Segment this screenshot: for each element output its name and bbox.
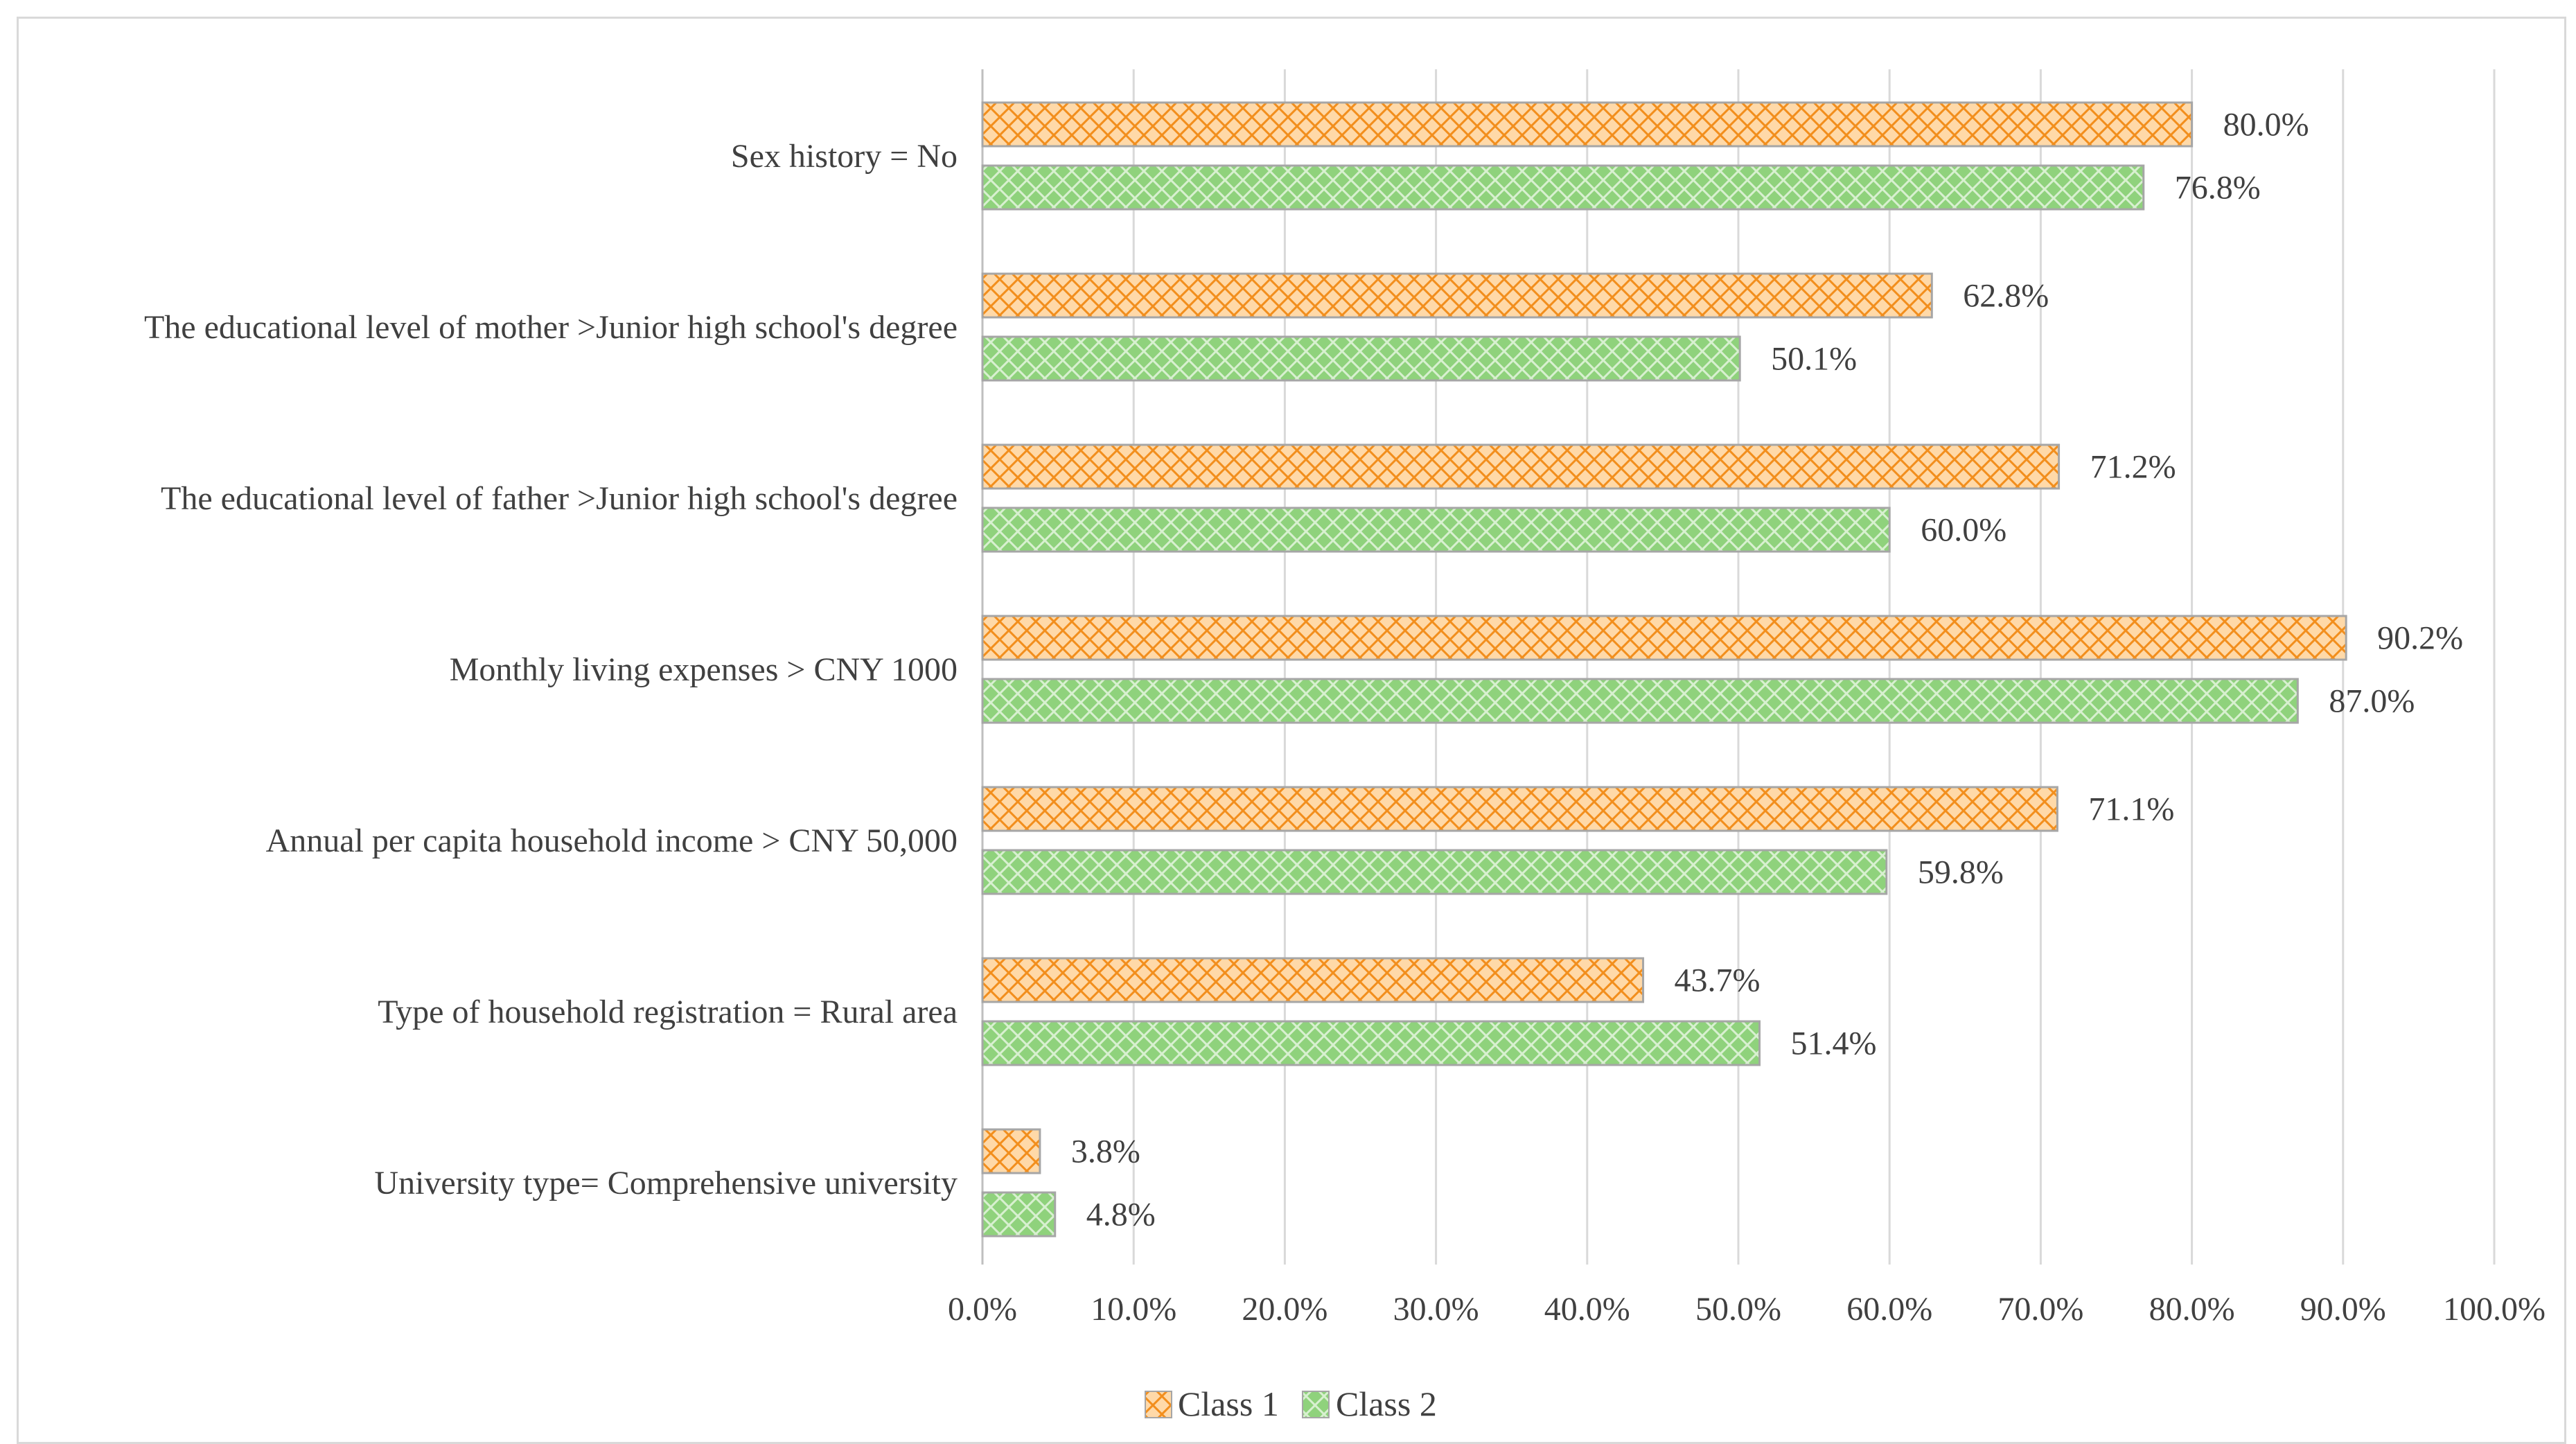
bar-class-2 xyxy=(981,1191,1057,1238)
data-label: 90.2% xyxy=(2377,620,2463,657)
data-label: 80.0% xyxy=(2223,107,2309,143)
data-labels: 80.0% 76.8% 62.8% 50.1% 71.2% 60.0% 90.2% 87.0%… xyxy=(1071,107,2463,1233)
x-tick-label: 20.0% xyxy=(1242,1291,1327,1328)
data-label: 43.7% xyxy=(1675,962,1761,999)
category-label: Annual per capita household income > CNY… xyxy=(266,822,958,859)
bar-class-1 xyxy=(981,272,1933,319)
bar-class-1 xyxy=(981,101,2194,148)
category-label: The educational level of mother >Junior … xyxy=(144,309,958,346)
x-tick-label: 80.0% xyxy=(2149,1291,2235,1328)
data-label: 4.8% xyxy=(1086,1197,1156,1233)
legend: Class 1 Class 2 xyxy=(1145,1384,1437,1423)
bar-class-1 xyxy=(981,957,1645,1003)
bar-class-1 xyxy=(981,443,2061,490)
data-label: 50.1% xyxy=(1771,341,1857,378)
data-label: 60.0% xyxy=(1921,512,2006,549)
x-tick-label: 50.0% xyxy=(1695,1291,1781,1328)
x-tick-label: 10.0% xyxy=(1091,1291,1176,1328)
data-label: 76.8% xyxy=(2175,170,2261,206)
x-tick-label: 70.0% xyxy=(1997,1291,2083,1328)
category-label: The educational level of father >Junior … xyxy=(161,480,958,517)
category-label: Monthly living expenses > CNY 1000 xyxy=(450,651,958,688)
category-label: Sex history = No xyxy=(731,138,958,175)
bar-class-1 xyxy=(981,1128,1041,1174)
bar-class-2 xyxy=(981,335,1741,382)
legend-swatch-class-2 xyxy=(1302,1391,1330,1418)
category-label: University type= Comprehensive universit… xyxy=(374,1165,958,1201)
bar-class-2 xyxy=(981,849,1888,895)
data-label: 71.1% xyxy=(2088,791,2174,828)
x-tick-labels: 0.0% 10.0% 20.0% 30.0% 40.0% 50.0% 60.0% 70.0% 8… xyxy=(948,1291,2546,1328)
data-label: 71.2% xyxy=(2090,449,2176,486)
bars xyxy=(981,101,2347,1238)
x-tick-label: 0.0% xyxy=(948,1291,1017,1328)
data-label: 87.0% xyxy=(2329,683,2415,720)
legend-swatch-class-1 xyxy=(1145,1391,1172,1418)
bar-class-2 xyxy=(981,678,2299,724)
data-label: 62.8% xyxy=(1963,278,2049,315)
data-label: 3.8% xyxy=(1071,1134,1140,1170)
gridlines xyxy=(1132,69,2496,1265)
legend-label-class-2: Class 2 xyxy=(1336,1384,1437,1423)
legend-label-class-1: Class 1 xyxy=(1178,1384,1279,1423)
x-tick-label: 100.0% xyxy=(2443,1291,2546,1328)
x-tick-label: 40.0% xyxy=(1544,1291,1630,1328)
bar-class-1 xyxy=(981,786,2058,832)
x-tick-label: 60.0% xyxy=(1846,1291,1932,1328)
bar-class-2 xyxy=(981,1020,1761,1066)
data-label: 51.4% xyxy=(1791,1025,1877,1062)
chart-frame xyxy=(17,17,2566,1444)
category-labels: Sex history = No The educational level of… xyxy=(144,138,958,1201)
bar-class-1 xyxy=(981,615,2347,661)
x-tick-label: 90.0% xyxy=(2300,1291,2386,1328)
x-tick-label: 30.0% xyxy=(1393,1291,1479,1328)
category-label: Type of household registration = Rural a… xyxy=(378,994,958,1030)
bar-class-2 xyxy=(981,507,1891,553)
bar-class-2 xyxy=(981,164,2145,211)
data-label: 59.8% xyxy=(1918,854,2004,891)
